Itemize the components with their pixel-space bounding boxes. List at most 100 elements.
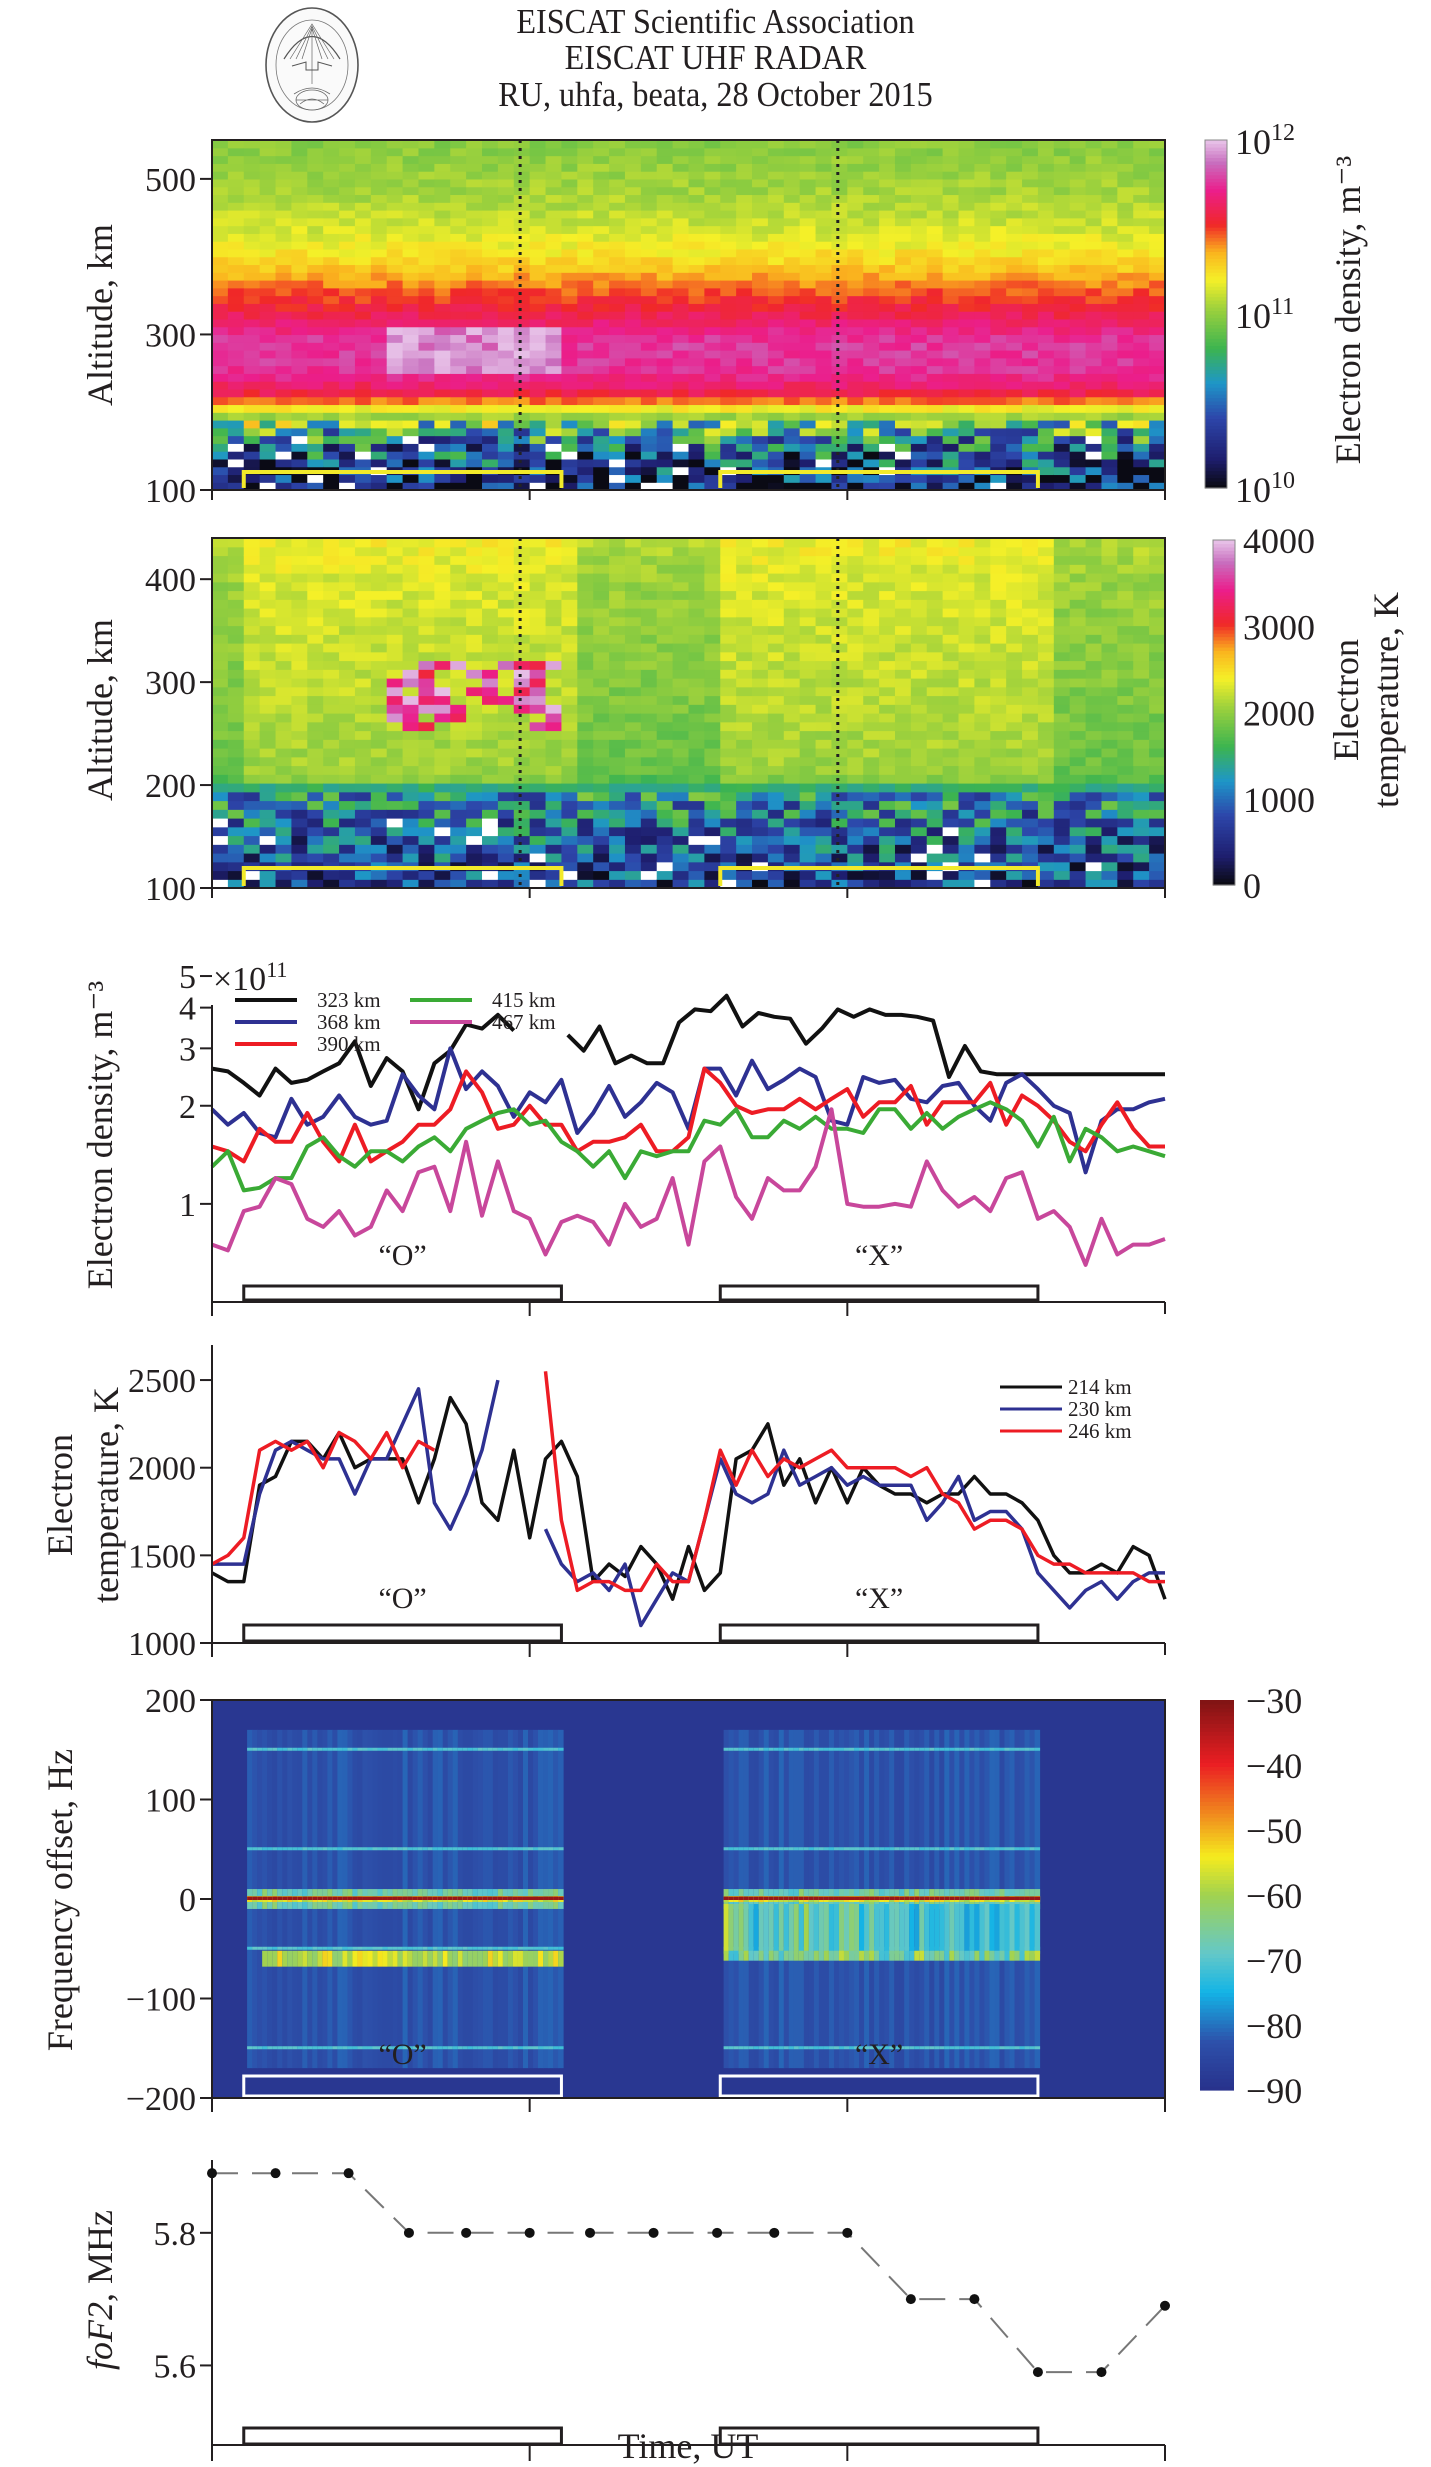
heatmap-cell xyxy=(720,695,737,705)
heatmap-cell xyxy=(402,435,420,444)
heatmap-cell xyxy=(339,651,356,662)
heatmap-cell xyxy=(450,482,467,491)
heatmap-cell xyxy=(561,311,578,320)
heatmap-cell xyxy=(815,210,833,219)
heatmap-cell xyxy=(799,546,817,557)
heatmap-cell xyxy=(354,590,372,600)
heatmap-cell xyxy=(783,713,801,723)
heatmap-cell xyxy=(926,303,944,312)
heatmap-cell xyxy=(307,280,324,289)
heatmap-cell xyxy=(863,326,880,336)
heatmap-cell xyxy=(577,713,594,723)
heatmap-cell xyxy=(593,765,610,775)
heatmap-cell xyxy=(863,564,880,574)
heatmap-cell xyxy=(879,140,896,149)
heatmap-cell xyxy=(482,870,499,880)
heatmap-cell xyxy=(386,256,404,266)
heatmap-cell xyxy=(1037,256,1055,266)
heatmap-cell xyxy=(243,233,261,242)
heatmap-cell xyxy=(497,835,515,845)
heatmap-cell xyxy=(752,171,769,180)
heatmap-cell xyxy=(418,474,435,483)
heatmap-cell xyxy=(275,458,293,468)
heatmap-cell xyxy=(243,853,261,863)
heatmap-cell xyxy=(831,412,848,421)
heatmap-cell xyxy=(831,194,848,203)
heatmap-cell xyxy=(1053,388,1071,398)
heatmap-cell xyxy=(354,695,372,705)
heatmap-cell xyxy=(1006,303,1023,312)
heatmap-cell xyxy=(259,783,277,793)
heatmap-cell xyxy=(656,140,674,149)
heatmap-cell xyxy=(466,844,483,854)
heatmap-cell xyxy=(847,800,864,810)
heatmap-cell xyxy=(307,616,324,627)
heatmap-cell xyxy=(910,695,928,705)
heatmap-cell xyxy=(497,373,515,382)
heatmap-cell xyxy=(767,311,785,320)
heatmap-cell xyxy=(942,809,960,819)
heatmap-cell xyxy=(1053,147,1071,157)
heatmap-cell xyxy=(450,365,467,374)
heatmap-cell xyxy=(593,326,610,336)
heatmap-cell xyxy=(1006,748,1023,758)
heatmap-cell xyxy=(513,590,531,600)
heatmap-cell xyxy=(847,365,864,374)
heatmap-cell xyxy=(926,241,944,250)
heatmap-cell xyxy=(624,835,642,845)
heatmap-cell xyxy=(577,651,594,662)
heatmap-cell xyxy=(275,538,293,548)
heatmap-cell xyxy=(354,765,372,775)
heatmap-cell xyxy=(545,564,563,574)
heatmap-cell xyxy=(704,713,721,723)
heatmap-cell xyxy=(926,809,944,819)
heatmap-cell xyxy=(227,287,245,297)
heatmap-cell xyxy=(307,474,324,483)
heatmap-cell xyxy=(1069,202,1087,211)
heatmap-cell xyxy=(497,217,515,227)
heatmap-cell xyxy=(1006,482,1023,491)
heatmap-cell xyxy=(339,280,356,289)
heatmap-cell xyxy=(624,818,642,828)
heatmap-cell xyxy=(1037,791,1055,802)
heatmap-cell xyxy=(879,783,896,793)
heatmap-cell xyxy=(227,695,245,705)
heatmap-cell xyxy=(243,625,261,635)
heatmap-cell xyxy=(958,660,975,670)
heatmap-cell xyxy=(609,147,626,157)
heatmap-cell xyxy=(1101,458,1118,468)
heatmap-cell xyxy=(990,774,1007,784)
heatmap-cell xyxy=(1037,739,1055,749)
heatmap-cell xyxy=(291,303,308,312)
heatmap-cell xyxy=(545,357,563,367)
heatmap-cell xyxy=(1069,272,1087,281)
heatmap-cell xyxy=(1053,599,1071,609)
heatmap-cell xyxy=(370,678,388,688)
heatmap-cell xyxy=(910,280,928,289)
heatmap-cell xyxy=(513,272,531,281)
heatmap-cell xyxy=(720,217,737,227)
colorbar-segment xyxy=(1205,150,1227,155)
heatmap-cell xyxy=(227,800,245,810)
heatmap-cell xyxy=(974,412,991,421)
heatmap-cell xyxy=(624,800,642,810)
heatmap-cell xyxy=(402,342,420,351)
heatmap-cell xyxy=(1085,404,1103,413)
heatmap-cell xyxy=(990,739,1007,749)
heatmap-cell xyxy=(863,280,880,289)
heatmap-cell xyxy=(291,818,308,828)
heatmap-cell xyxy=(656,326,674,336)
heatmap-cell xyxy=(339,721,356,732)
heatmap-cell xyxy=(386,634,404,644)
colorbar-segment xyxy=(1205,247,1227,252)
heatmap-cell xyxy=(1149,342,1166,351)
heatmap-cell xyxy=(783,791,801,802)
heatmap-cell xyxy=(767,287,785,297)
heatmap-cell xyxy=(752,295,769,304)
heatmap-cell xyxy=(736,765,753,775)
heatmap-cell xyxy=(450,326,467,336)
heatmap-cell xyxy=(307,783,324,793)
heatmap-cell xyxy=(402,643,420,653)
heatmap-cell xyxy=(942,879,960,889)
heatmap-cell xyxy=(720,404,737,413)
